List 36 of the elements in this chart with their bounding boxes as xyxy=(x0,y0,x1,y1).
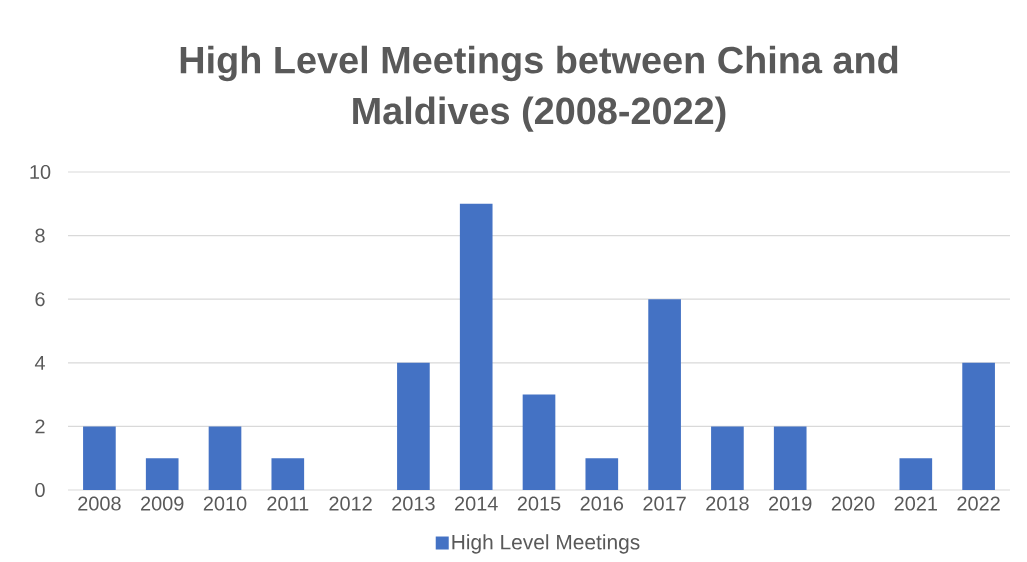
x-tick-label: 2021 xyxy=(894,496,937,511)
y-tick-label: 6 xyxy=(35,292,45,307)
bar xyxy=(459,203,493,490)
y-tick-label: 4 xyxy=(34,355,45,370)
bar xyxy=(145,458,179,490)
bar xyxy=(522,394,556,490)
y-tick-label: 2 xyxy=(35,419,45,434)
x-tick-label: 2013 xyxy=(392,496,435,511)
chart-title: High Level Meetings between China and Maldives (2008-2022) xyxy=(180,45,898,132)
bar xyxy=(585,458,619,490)
y-tick-label: 0 xyxy=(35,482,45,498)
bar xyxy=(773,426,807,490)
bar xyxy=(271,458,305,490)
x-tick-label: 2014 xyxy=(455,496,498,511)
x-tick-label: 2011 xyxy=(267,496,309,511)
x-tick-label: 2022 xyxy=(957,496,1000,511)
y-tick-label: 10 xyxy=(30,164,51,180)
bar xyxy=(648,299,681,490)
x-tick-label: 2018 xyxy=(706,496,749,511)
x-tick-label: 2009 xyxy=(141,496,184,511)
bar xyxy=(899,458,933,490)
bar xyxy=(208,426,242,490)
x-tick-label: 2020 xyxy=(831,496,875,511)
bar xyxy=(397,362,430,490)
x-tick-label: 2016 xyxy=(580,496,624,511)
y-tick-label: 8 xyxy=(35,228,45,243)
x-tick-label: 2008 xyxy=(78,496,121,511)
bar xyxy=(962,362,995,490)
bar xyxy=(83,426,116,490)
x-tick-label: 2010 xyxy=(203,496,247,511)
x-tick-label: 2017 xyxy=(643,496,686,511)
x-tick-label: 2019 xyxy=(769,496,812,511)
bar xyxy=(711,426,744,490)
x-tick-label: 2015 xyxy=(517,496,561,511)
x-tick-label: 2012 xyxy=(329,496,372,511)
legend-label: High Level Meetings xyxy=(452,534,640,554)
